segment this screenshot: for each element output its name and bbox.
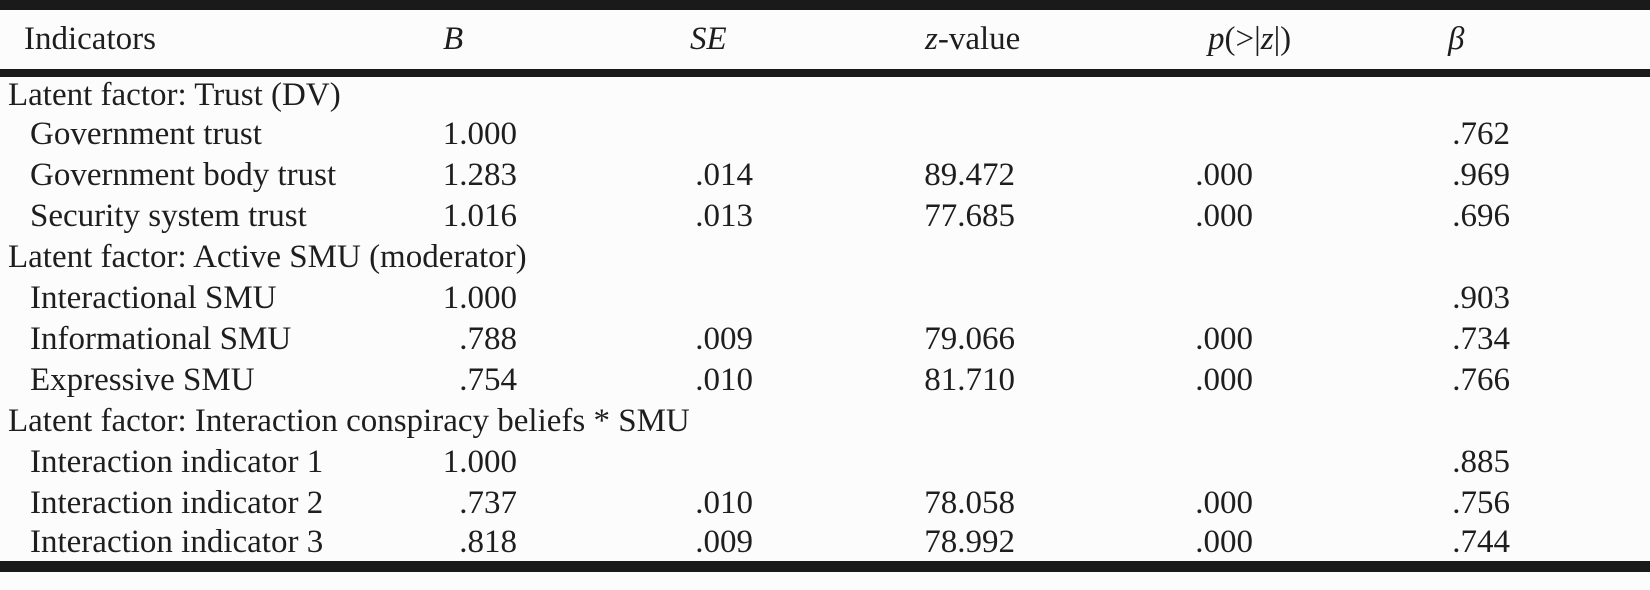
se-value-cell: .010 (695, 362, 753, 398)
se-value-cell: .009 (695, 524, 753, 560)
beta-value-cell: .734 (1452, 321, 1510, 357)
table-row: Interaction indicator 2 .737 .010 78.058 .00… (0, 483, 1650, 524)
section-row: Latent factor: Trust (DV) (0, 73, 1650, 114)
section-title: Latent factor: Interaction conspiracy be… (8, 403, 690, 439)
indicator-name-cell: Expressive SMU (30, 362, 255, 398)
header-label-part: B (443, 21, 464, 57)
b-value-cell: 1.000 (442, 116, 517, 152)
indicator-name-cell: Government body trust (30, 157, 337, 193)
z-value-cell: 79.066 (924, 321, 1015, 357)
beta-value-cell: .696 (1452, 198, 1510, 234)
se-value-cell (533, 114, 769, 155)
section-row: Latent factor: Interaction conspiracy be… (0, 401, 1650, 442)
table-row: Interactional SMU 1.000 .903 (0, 278, 1650, 319)
column-header-beta: β (1269, 5, 1650, 73)
z-value-cell: 81.710 (924, 362, 1015, 398)
header-label-part: |) (1273, 21, 1292, 57)
b-value-cell: 1.016 (442, 198, 517, 234)
section-row: Latent factor: Active SMU (moderator) (0, 237, 1650, 278)
b-value-cell: 1.283 (442, 157, 517, 193)
table-row: Interaction indicator 3 .818 .009 78.992 .00… (0, 524, 1650, 567)
header-label-part: Indicators (24, 21, 156, 57)
table-header-row: Indicators B SE z-value p(>|z|) β (0, 5, 1650, 73)
column-header-p: p(>|z|) (1031, 5, 1291, 73)
se-value-cell (533, 442, 769, 483)
b-value-cell: .754 (459, 362, 517, 398)
header-label-part: β (1448, 21, 1465, 57)
indicator-name-cell: Interaction indicator 1 (30, 444, 324, 480)
p-value-cell: .000 (1195, 485, 1253, 521)
column-header-se: SE (533, 5, 769, 73)
b-value-cell: .737 (459, 485, 517, 521)
indicator-name-cell: Interaction indicator 2 (30, 485, 324, 521)
indicator-name-cell: Government trust (30, 116, 262, 152)
table-row: Security system trust 1.016 .013 77.685 .000… (0, 196, 1650, 237)
section-title: Latent factor: Active SMU (moderator) (8, 239, 527, 275)
beta-value-cell: .969 (1452, 157, 1510, 193)
header-label-part: (>| (1224, 21, 1261, 57)
z-value-cell (769, 278, 1031, 319)
beta-value-cell: .762 (1452, 116, 1510, 152)
beta-value-cell: .885 (1452, 444, 1510, 480)
se-value-cell: .010 (695, 485, 753, 521)
z-value-cell: 77.685 (924, 198, 1015, 234)
table-row: Government body trust 1.283 .014 89.472 .000… (0, 155, 1650, 196)
cfa-results-table: Indicators B SE z-value p(>|z|) β Latent fact… (0, 0, 1650, 572)
table-body: Latent factor: Trust (DV) Government trus… (0, 73, 1650, 567)
indicator-name-cell: Interaction indicator 3 (30, 524, 324, 560)
indicator-name-cell: Informational SMU (30, 321, 292, 357)
header-label-part: z (1260, 21, 1274, 57)
table-row: Government trust 1.000 .762 (0, 114, 1650, 155)
se-value-cell: .013 (695, 198, 753, 234)
header-label-part: SE (690, 21, 727, 57)
column-header-z: z-value (769, 5, 1031, 73)
p-value-cell (1031, 278, 1269, 319)
b-value-cell: 1.000 (442, 280, 517, 316)
p-value-cell: .000 (1195, 524, 1253, 560)
z-value-cell: 89.472 (924, 157, 1015, 193)
indicator-name-cell: Security system trust (30, 198, 307, 234)
table-row: Expressive SMU .754 .010 81.710 .000 .766 (0, 360, 1650, 401)
header-label-part: p (1208, 21, 1225, 57)
b-value-cell: .788 (459, 321, 517, 357)
p-value-cell (1031, 442, 1269, 483)
beta-value-cell: .756 (1452, 485, 1510, 521)
z-value-cell (769, 442, 1031, 483)
indicator-name-cell: Interactional SMU (30, 280, 277, 316)
se-value-cell: .009 (695, 321, 753, 357)
se-value-cell (533, 278, 769, 319)
z-value-cell: 78.058 (924, 485, 1015, 521)
table-row: Informational SMU .788 .009 79.066 .000 .734 (0, 319, 1650, 360)
p-value-cell: .000 (1195, 321, 1253, 357)
beta-value-cell: .744 (1452, 524, 1510, 560)
z-value-cell: 78.992 (924, 524, 1015, 560)
b-value-cell: 1.000 (442, 444, 517, 480)
p-value-cell: .000 (1195, 198, 1253, 234)
table-row: Interaction indicator 1 1.000 .885 (0, 442, 1650, 483)
beta-value-cell: .903 (1452, 280, 1510, 316)
header-label-part: z (925, 21, 938, 57)
se-value-cell: .014 (695, 157, 753, 193)
p-value-cell: .000 (1195, 157, 1253, 193)
column-header-b: B (413, 5, 533, 73)
b-value-cell: .818 (459, 524, 517, 560)
z-value-cell (769, 114, 1031, 155)
header-label-part: -value (937, 21, 1021, 57)
beta-value-cell: .766 (1452, 362, 1510, 398)
section-title: Latent factor: Trust (DV) (8, 77, 341, 113)
p-value-cell: .000 (1195, 362, 1253, 398)
column-header-indicator: Indicators (0, 5, 413, 73)
p-value-cell (1031, 114, 1269, 155)
